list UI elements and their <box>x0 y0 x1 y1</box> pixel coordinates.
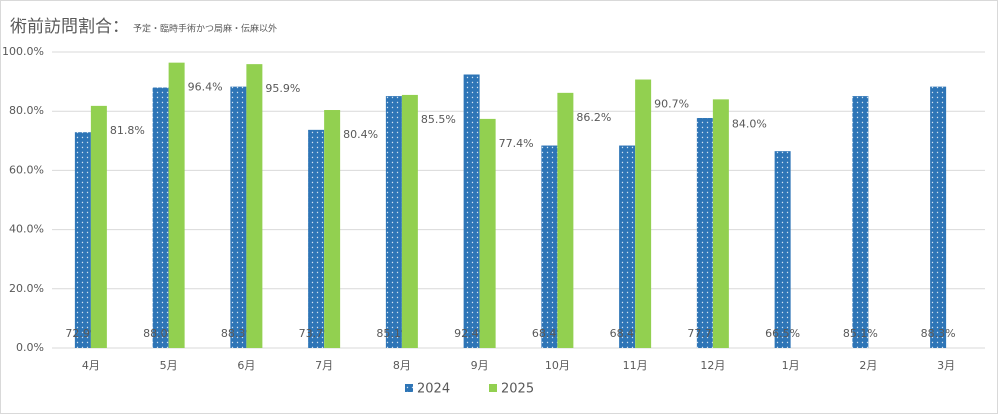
data-label: 88.3% <box>921 327 956 340</box>
y-tick-label: 40.0% <box>9 223 44 236</box>
data-label: 85.5% <box>421 113 456 126</box>
x-tick-label: 10月 <box>545 359 570 372</box>
x-tick-label: 3月 <box>937 359 955 372</box>
x-tick-label: 6月 <box>237 359 255 372</box>
bar <box>74 132 91 348</box>
x-tick-label: 1月 <box>782 359 800 372</box>
bar <box>308 129 325 348</box>
bar <box>385 96 402 348</box>
bar <box>246 64 263 349</box>
legend-label: 2024 <box>417 382 450 397</box>
bar <box>696 118 713 349</box>
bar <box>712 99 729 348</box>
data-label: 81.8% <box>110 124 145 137</box>
x-tick-label: 7月 <box>315 359 333 372</box>
bar <box>168 62 185 348</box>
bar <box>557 92 574 349</box>
data-label: 96.4% <box>188 81 223 94</box>
data-label: 66.5% <box>765 327 800 340</box>
y-tick-label: 100.0% <box>2 45 44 58</box>
bar <box>541 145 558 348</box>
bar <box>90 105 107 348</box>
bar <box>774 151 791 348</box>
legend-label: 2025 <box>501 382 534 397</box>
bar <box>635 79 652 348</box>
data-label: 90.7% <box>654 98 689 111</box>
data-label: 84.0% <box>732 117 767 130</box>
x-tick-label: 12月 <box>700 359 725 372</box>
legend-swatch <box>489 384 497 392</box>
bar <box>401 94 418 348</box>
chart-subtitle: 予定・臨時手術かつ局麻・伝麻以外 <box>133 23 277 35</box>
y-tick-label: 80.0% <box>9 104 44 117</box>
bar <box>324 110 341 349</box>
bar <box>152 87 169 349</box>
bar <box>463 74 480 348</box>
x-tick-label: 8月 <box>393 359 411 372</box>
bar <box>930 86 947 348</box>
bar <box>230 86 247 348</box>
data-label: 85.1% <box>843 327 878 340</box>
y-tick-label: 0.0% <box>16 341 44 354</box>
legend-swatch <box>405 384 413 392</box>
chart-title: 術前訪問割合： <box>10 17 129 37</box>
y-tick-label: 20.0% <box>9 282 44 295</box>
bar <box>852 96 869 348</box>
x-tick-label: 9月 <box>471 359 489 372</box>
bar <box>619 145 636 348</box>
x-tick-label: 4月 <box>82 359 100 372</box>
data-label: 95.9% <box>265 82 300 95</box>
x-tick-label: 2月 <box>859 359 877 372</box>
x-tick-label: 11月 <box>623 359 648 372</box>
data-label: 77.4% <box>499 137 534 150</box>
data-label: 80.4% <box>343 128 378 141</box>
x-tick-label: 5月 <box>160 359 178 372</box>
bar <box>479 118 496 348</box>
y-tick-label: 60.0% <box>9 163 44 176</box>
data-label: 86.2% <box>576 111 611 124</box>
